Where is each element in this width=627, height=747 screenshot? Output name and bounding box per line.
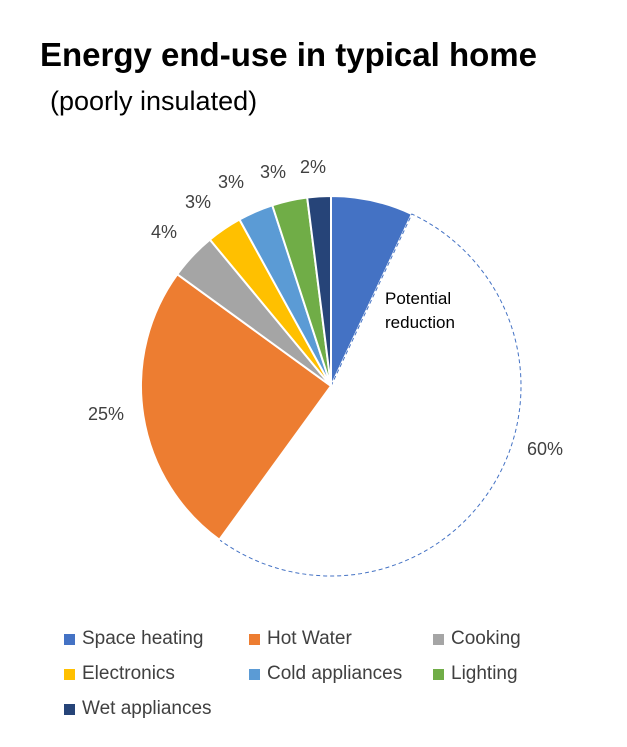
pie-slice-potential-reduction — [218, 213, 522, 577]
legend-label-cold-appliances: Cold appliances — [267, 663, 403, 684]
data-label-electronics: 3% — [185, 192, 211, 212]
legend-label-space-heating: Space heating — [82, 628, 204, 649]
chart-title: Energy end-use in typical home — [40, 36, 537, 73]
legend-item-wet-appliances: Wet appliances — [64, 698, 212, 720]
legend-item-cold-appliances: Cold appliances — [249, 663, 402, 685]
data-label-cooking: 4% — [151, 222, 177, 242]
legend-item-hot-water: Hot Water — [249, 628, 352, 650]
legend-item-cooking: Cooking — [433, 628, 521, 650]
data-label-potential-reduction: 60% — [527, 439, 563, 459]
legend-swatch-hot-water — [249, 633, 260, 645]
data-label-cold-appliances: 3% — [218, 172, 244, 192]
legend-swatch-cooking — [433, 633, 444, 645]
legend-label-electronics: Electronics — [82, 663, 175, 684]
pie-slice-wet-appliances — [306, 194, 332, 387]
legend-swatch-electronics — [64, 668, 75, 680]
legend-swatch-wet-appliances — [64, 703, 75, 715]
pie-slice-hot-water — [140, 272, 333, 542]
legend-item-electronics: Electronics — [64, 663, 175, 685]
legend-swatch-lighting — [433, 668, 444, 680]
legend-item-space-heating: Space heating — [64, 628, 204, 650]
legend-label-cooking: Cooking — [451, 628, 521, 649]
data-label-lighting: 3% — [260, 162, 286, 182]
chart-subtitle: (poorly insulated) — [50, 86, 258, 116]
legend-label-hot-water: Hot Water — [267, 628, 352, 649]
legend-swatch-space-heating — [64, 633, 75, 645]
data-label-wet-appliances: 2% — [300, 157, 326, 177]
legend-swatch-cold-appliances — [249, 668, 260, 680]
legend-label-lighting: Lighting — [451, 663, 518, 684]
legend-label-wet-appliances: Wet appliances — [82, 698, 212, 719]
legend-item-lighting: Lighting — [433, 663, 518, 685]
data-label-hot-water: 25% — [88, 404, 124, 424]
annotation-potential-reduction: Potential reduction — [385, 289, 455, 332]
